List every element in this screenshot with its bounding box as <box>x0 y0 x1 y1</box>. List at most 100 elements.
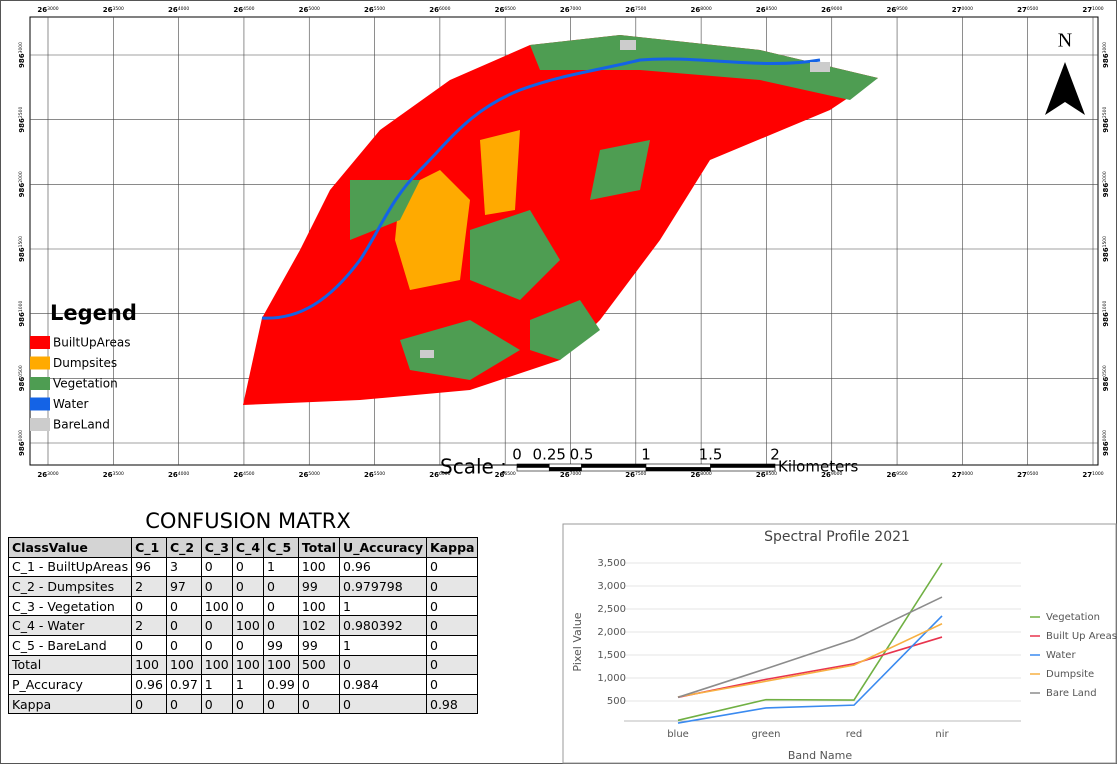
legend-label: Built Up Areas <box>1046 631 1117 642</box>
coord-label: 270000 <box>952 6 973 15</box>
table-cell: 0.979798 <box>340 577 427 597</box>
coord-label: 9862000 <box>1102 171 1111 197</box>
coord-major: 26 <box>168 471 178 479</box>
x-tick-label: blue <box>667 729 689 740</box>
chart: Spectral Profile 20215001,0001,5002,0002… <box>563 524 1117 763</box>
coord-label: 9860500 <box>1102 365 1111 391</box>
table-cell: 0 <box>166 694 201 714</box>
coord-minor: 0000 <box>962 471 974 477</box>
coord-minor: 7500 <box>635 471 647 477</box>
table-cell: 0 <box>340 694 427 714</box>
table-cell: 0 <box>232 596 263 616</box>
table-cell: 100 <box>132 655 167 675</box>
coord-major: 986 <box>18 441 26 456</box>
coord-major: 986 <box>18 183 26 198</box>
table-cell: 0.96 <box>340 557 427 577</box>
coord-minor: 5000 <box>308 6 320 12</box>
coord-label: 265000 <box>299 471 320 480</box>
coord-major: 26 <box>364 471 374 479</box>
scale-segment <box>517 464 549 468</box>
coord-minor: 3000 <box>1102 42 1108 54</box>
header-cell: Kappa <box>427 538 478 558</box>
coord-minor: 3500 <box>112 471 124 477</box>
coord-minor: 8000 <box>700 6 712 12</box>
y-tick-label: 3,000 <box>597 581 626 592</box>
coord-major: 27 <box>952 6 962 14</box>
coord-label: 266500 <box>495 6 516 15</box>
table-cell: 0 <box>427 616 478 636</box>
coord-major: 26 <box>429 6 439 14</box>
coord-major: 27 <box>952 471 962 479</box>
legend-label: Vegetation <box>1046 612 1100 623</box>
coord-minor: 1000 <box>1092 471 1104 477</box>
coord-minor: 7000 <box>570 471 582 477</box>
legend-swatch <box>30 418 50 431</box>
scale-segment <box>646 464 711 468</box>
scale-label: 1.5 <box>699 446 723 464</box>
coord-major: 26 <box>429 471 439 479</box>
coord-label: 268000 <box>691 6 712 15</box>
coord-major: 986 <box>1102 53 1110 68</box>
coord-label: 265500 <box>364 471 385 480</box>
coord-minor: 9500 <box>896 6 908 12</box>
coord-major: 27 <box>1017 6 1027 14</box>
table-cell: 100 <box>201 655 232 675</box>
scale-segment <box>711 464 776 468</box>
header-cell: C_1 <box>132 538 167 558</box>
coord-minor: 2500 <box>1102 106 1108 118</box>
x-tick-label: nir <box>935 729 949 740</box>
coord-label: 9861000 <box>1102 300 1111 326</box>
coord-label: 263000 <box>37 6 58 15</box>
legend-swatch <box>30 357 50 370</box>
coord-major: 26 <box>821 6 831 14</box>
coord-minor: 9500 <box>896 471 908 477</box>
header-cell: C_5 <box>264 538 299 558</box>
scale-segment <box>582 468 647 472</box>
table-cell: 0 <box>132 635 167 655</box>
coord-major: 986 <box>18 377 26 392</box>
coord-major: 26 <box>233 471 243 479</box>
coord-minor: 0500 <box>1027 6 1039 12</box>
table-cell: 100 <box>298 557 339 577</box>
table-cell: 96 <box>132 557 167 577</box>
table-cell: 0 <box>427 635 478 655</box>
coord-label: 264000 <box>168 471 189 480</box>
legend-label: BareLand <box>53 418 110 432</box>
legend-label: Vegetation <box>53 377 118 391</box>
table-cell: 500 <box>298 655 339 675</box>
coord-minor: 2000 <box>18 171 24 183</box>
coord-label: 269500 <box>886 6 907 15</box>
coord-label: 268500 <box>756 6 777 15</box>
header-cell: Total <box>298 538 339 558</box>
chart-title: Spectral Profile 2021 <box>764 529 910 545</box>
coord-major: 986 <box>18 53 26 68</box>
north-label: N <box>1058 30 1072 52</box>
coord-major: 26 <box>886 6 896 14</box>
legend-swatch <box>30 336 50 349</box>
coord-major: 26 <box>886 471 896 479</box>
table-cell: 0.984 <box>340 675 427 695</box>
table-cell: 100 <box>298 596 339 616</box>
coord-label: 269500 <box>886 471 907 480</box>
coord-major: 986 <box>1102 183 1110 198</box>
table-cell: C_2 - Dumpsites <box>9 577 132 597</box>
table-cell: 0.980392 <box>340 616 427 636</box>
coord-minor: 2000 <box>1102 171 1108 183</box>
table-cell: 0 <box>232 635 263 655</box>
coord-minor: 8500 <box>766 6 778 12</box>
coord-minor: 1500 <box>18 236 24 248</box>
table-cell: C_1 - BuiltUpAreas <box>9 557 132 577</box>
table-cell: 100 <box>264 655 299 675</box>
table-cell: 0 <box>201 557 232 577</box>
table-cell: 99 <box>264 635 299 655</box>
coord-minor: 0500 <box>1102 365 1108 377</box>
table-cell: C_5 - BareLand <box>9 635 132 655</box>
coord-label: 264500 <box>233 471 254 480</box>
coord-label: 266000 <box>429 6 450 15</box>
header-cell: C_2 <box>166 538 201 558</box>
table-cell: 3 <box>166 557 201 577</box>
header-cell: ClassValue <box>9 538 132 558</box>
table-cell: 2 <box>132 577 167 597</box>
table-cell: 0 <box>201 694 232 714</box>
